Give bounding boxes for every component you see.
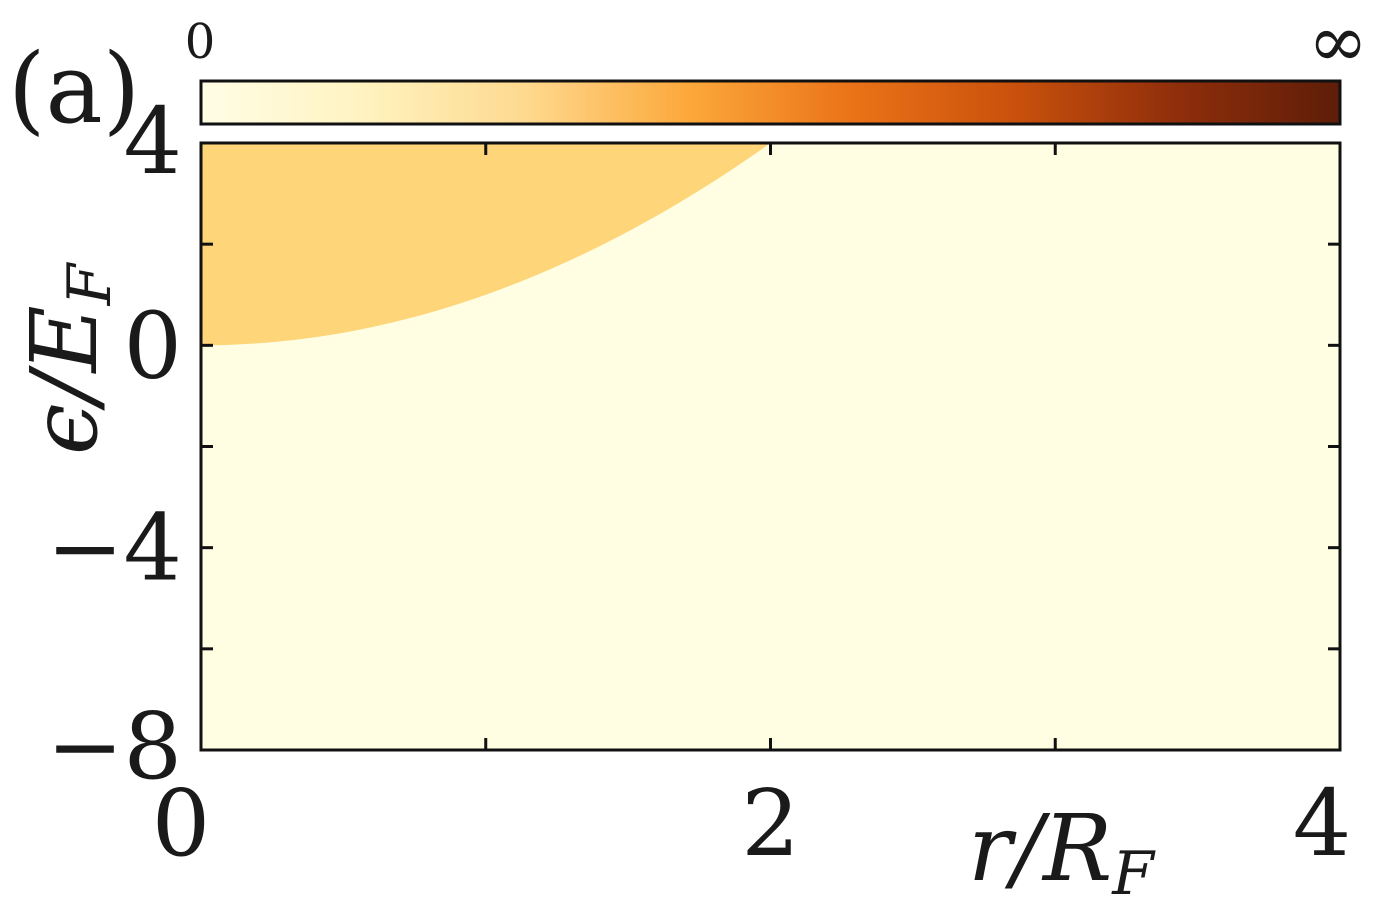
colorbar-min-label: 0 (185, 14, 216, 70)
x-tick-label: 4 (1293, 770, 1352, 877)
x-tick-label: 0 (152, 770, 211, 877)
y-tick-label: −4 (46, 495, 182, 602)
y-tick-labels: −8 −4 0 4 (46, 88, 182, 800)
colorbar-max-label: ∞ (1308, 0, 1368, 83)
heatmap-occupied-region (201, 143, 771, 346)
y-tick-label: 0 (123, 292, 182, 399)
colorbar: 0 ∞ (185, 0, 1368, 126)
x-tick-label: 2 (741, 770, 800, 877)
minor-ticks (201, 143, 1340, 750)
plot-frame (199, 141, 1342, 752)
y-axis-label: ϵ/EF (11, 261, 125, 455)
panel-label: (a) (8, 33, 140, 145)
x-tick-labels: 0 2 4 (152, 770, 1352, 877)
x-axis-label: r/RF (968, 795, 1156, 909)
y-tick-label: 4 (123, 88, 182, 195)
plot-area: 0 2 4 −8 −4 0 4 (46, 88, 1351, 877)
colorbar-gradient (199, 79, 1342, 126)
y-tick-label: −8 (46, 693, 182, 800)
